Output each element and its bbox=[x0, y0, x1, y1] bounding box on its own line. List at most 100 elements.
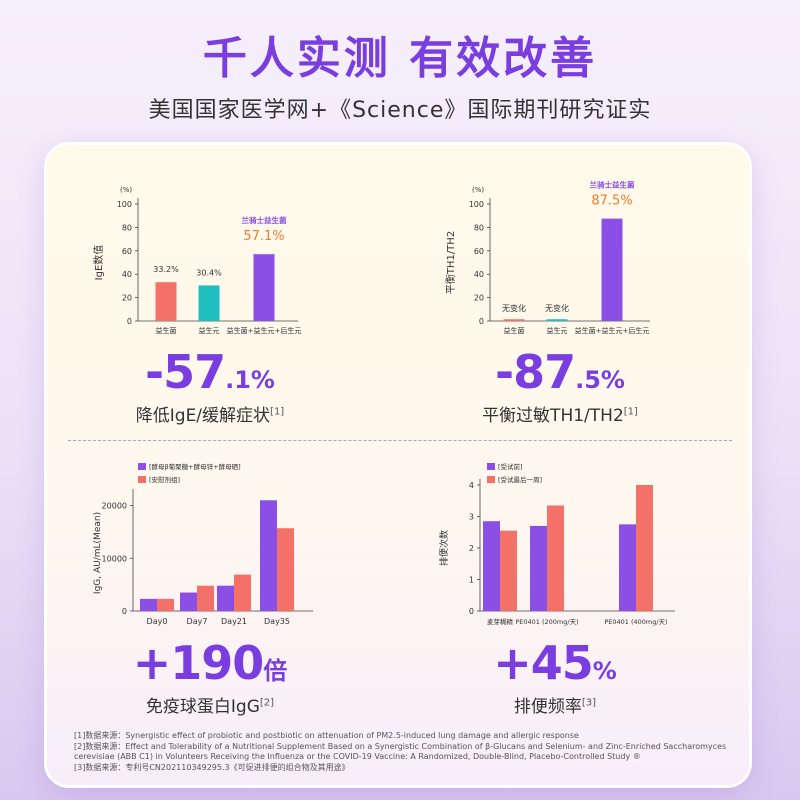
c3-bar bbox=[483, 521, 500, 611]
c3-bar bbox=[636, 485, 653, 611]
c1-data-label: 无变化 bbox=[502, 303, 526, 313]
c0-ytick-label: 40 bbox=[122, 270, 132, 279]
c2-bar bbox=[234, 575, 251, 611]
c3-ytick-label: 3 bbox=[469, 513, 474, 522]
c3-legend-swatch bbox=[487, 463, 495, 470]
c3-legend-swatch bbox=[487, 476, 495, 483]
c1-ytick-label: 20 bbox=[474, 294, 484, 303]
c2-x-label: Day21 bbox=[221, 617, 247, 626]
stat-ige-value: -57 bbox=[145, 345, 225, 399]
c1-data-label: 87.5% bbox=[591, 194, 632, 209]
caption-ige-ref: [1] bbox=[270, 406, 284, 417]
c0-bar bbox=[254, 254, 275, 321]
footnote-1: [1]数据来源：Synergistic effect of probiotic … bbox=[74, 731, 734, 742]
footnote-2: [2]数据来源：Effect and Tolerability of a Nut… bbox=[74, 742, 734, 763]
stat-ige-suffix: .1% bbox=[225, 366, 275, 394]
c2-legend-swatch bbox=[138, 463, 146, 470]
c3-bar bbox=[619, 524, 636, 611]
c0-x-label: 益生菌 bbox=[156, 326, 177, 335]
c1-x-label: 益生元 bbox=[547, 326, 568, 335]
c1-bar bbox=[504, 319, 525, 321]
c3-legend-label: [受试前] bbox=[498, 462, 523, 471]
c0-annotation: 兰骑士益生菌 bbox=[242, 215, 287, 225]
stat-bowel-value: +45 bbox=[493, 636, 593, 690]
c2-bar bbox=[197, 586, 214, 611]
c3-x-label: 麦芽糊精 bbox=[487, 617, 514, 626]
c3-bar bbox=[547, 505, 564, 611]
stat-igg-suffix: 倍 bbox=[263, 657, 287, 685]
caption-igg-ref: [2] bbox=[260, 697, 274, 708]
c2-bar bbox=[140, 599, 157, 611]
footnotes: [1]数据来源：Synergistic effect of probiotic … bbox=[74, 731, 734, 773]
stat-igg-value: +190 bbox=[133, 636, 264, 690]
c0-unit-label: (%) bbox=[120, 186, 132, 194]
c3-ytick-label: 4 bbox=[469, 481, 474, 490]
caption-igg-text: 免疫球蛋白IgG bbox=[146, 697, 260, 717]
stat-bowel: +45% bbox=[465, 636, 645, 690]
c2-x-label: Day35 bbox=[264, 617, 290, 626]
bowel-frequency-chart: 01234排便次数[受试前][受试最后一周]麦芽糊精 PE0401 (200mg/… bbox=[435, 455, 690, 635]
c1-y-label: 平衡TH1/TH2 bbox=[445, 231, 457, 294]
c2-x-label: Day0 bbox=[147, 617, 168, 626]
caption-th1-th2-ref: [1] bbox=[624, 406, 638, 417]
stat-bowel-suffix: % bbox=[593, 657, 617, 685]
caption-th1-th2: 平衡过敏TH1/TH2[1] bbox=[460, 401, 660, 426]
section-divider bbox=[68, 440, 732, 441]
c0-y-label: IgE数值 bbox=[92, 245, 105, 281]
c2-legend-label: [酵母β葡聚糖+酵母锌+酵母硒] bbox=[149, 462, 241, 471]
c2-ytick-label: 20000 bbox=[102, 502, 127, 511]
c0-data-label: 57.1% bbox=[243, 229, 284, 244]
c3-x-label: PE0401 (400mg/天) bbox=[604, 618, 667, 626]
c1-ytick-label: 100 bbox=[469, 200, 484, 209]
c3-legend-label: [受试最后一周] bbox=[498, 475, 542, 484]
c0-ytick-label: 60 bbox=[122, 247, 132, 256]
stat-th1-th2: -87.5% bbox=[470, 345, 650, 399]
c0-x-label: 益生元 bbox=[199, 326, 220, 335]
page-title: 千人实测 有效改善 bbox=[0, 22, 800, 86]
c3-y-label: 排便次数 bbox=[438, 530, 450, 566]
caption-bowel-text: 排便频率 bbox=[514, 697, 582, 717]
stat-ige: -57.1% bbox=[120, 345, 300, 399]
c2-legend-swatch bbox=[138, 476, 146, 483]
c1-ytick-label: 40 bbox=[474, 270, 484, 279]
c1-ytick-label: 60 bbox=[474, 247, 484, 256]
c2-ytick-label: 10000 bbox=[102, 554, 127, 563]
c2-bar bbox=[277, 528, 294, 611]
c0-ytick-label: 20 bbox=[122, 294, 132, 303]
stat-th1-th2-value: -87 bbox=[495, 345, 575, 399]
c2-bar bbox=[260, 500, 277, 611]
c3-bar bbox=[500, 531, 517, 611]
c1-data-label: 无变化 bbox=[545, 303, 569, 313]
c0-x-label: 益生菌+益生元+后生元 bbox=[227, 326, 302, 335]
c1-annotation: 兰骑士益生菌 bbox=[590, 180, 635, 190]
c1-ytick-label: 80 bbox=[474, 223, 484, 232]
c1-ytick-label: 0 bbox=[479, 317, 484, 326]
caption-th1-th2-text: 平衡过敏TH1/TH2 bbox=[482, 406, 624, 426]
page-subtitle: 美国国家医学网+《Science》国际期刊研究证实 bbox=[0, 92, 800, 124]
c0-ytick-label: 0 bbox=[127, 317, 132, 326]
c1-bar bbox=[602, 219, 623, 321]
c2-bar bbox=[217, 586, 234, 611]
caption-ige: 降低IgE/缓解症状[1] bbox=[110, 401, 310, 426]
stat-th1-th2-suffix: .5% bbox=[575, 366, 625, 394]
c0-data-label: 30.4% bbox=[196, 268, 222, 277]
caption-bowel-ref: [3] bbox=[582, 697, 596, 708]
c1-unit-label: (%) bbox=[472, 186, 484, 194]
caption-ige-text: 降低IgE/缓解症状 bbox=[136, 406, 270, 426]
c2-bar bbox=[180, 593, 197, 611]
caption-bowel: 排便频率[3] bbox=[465, 692, 645, 717]
c1-x-label: 益生菌 bbox=[504, 326, 525, 335]
c2-x-label: Day7 bbox=[187, 617, 208, 626]
c3-ytick-label: 2 bbox=[469, 544, 474, 553]
c0-data-label: 33.2% bbox=[153, 265, 179, 274]
c2-ytick-label: 0 bbox=[122, 607, 127, 616]
caption-igg: 免疫球蛋白IgG[2] bbox=[110, 692, 310, 717]
footnote-3: [3]数据来源：专利号CN202110349295.3《可促进排便的组合物及其用… bbox=[74, 763, 734, 774]
c3-ytick-label: 1 bbox=[469, 576, 474, 585]
c2-legend-label: [安慰剂组] bbox=[149, 475, 180, 484]
c2-bar bbox=[157, 599, 174, 611]
c0-bar bbox=[156, 282, 177, 321]
